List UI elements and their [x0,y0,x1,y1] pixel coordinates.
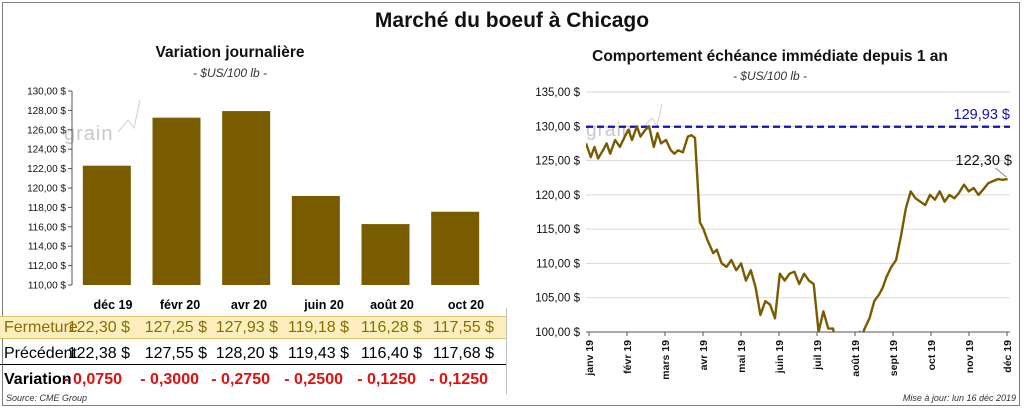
row-label: Précédent [4,345,77,362]
category-label: avr 20 [230,298,268,312]
row-label: Variation [4,371,72,388]
bar [431,211,480,285]
y-tick-label: 105,00 $ [535,293,580,305]
x-tick-label: août 19 [850,340,862,377]
last-value-label: 122,30 $ [956,153,1012,169]
line-chart: 135,00 $ 130,00 $ 125,00 $ 120,00 $ 115,00 $… [535,87,1014,380]
x-tick-label: juil 19 [812,340,824,371]
line-chart-title: Comportement échéance immédiate depuis 1… [592,48,948,65]
table-row-fermeture: Fermeture 122,30 $ 127,25 $ 127,93 $ 119… [0,316,506,339]
table-cell: 119,43 $ [287,345,349,362]
update-note: Mise à jour: lun 16 déc 2019 [902,393,1016,403]
line-chart-subtitle: - $US/100 lb - [732,69,808,83]
category-label: août 20 [370,298,414,312]
bar-chart: grain 130,00 $ 128,00 $ 126,00 $ 124,00 $ 122… [27,87,480,292]
table-cell: 128,20 $ [215,345,278,362]
table-cell: - 0,1250 [429,371,488,388]
y-tick-label: 112,00 $ [28,261,67,272]
x-tick-label: janv 19 [584,340,596,377]
x-tick-label: févr 19 [622,340,634,374]
watermark-text: grain [64,123,113,145]
y-tick-label: 110,00 $ [536,258,581,270]
table-cell: - 0,2750 [211,371,270,388]
bar [82,165,131,285]
table-cell: - 0,3000 [140,371,199,388]
x-tick-label: mai 19 [736,340,748,373]
y-tick-label: 126,00 $ [27,125,66,136]
x-tick-label: juin 19 [774,340,786,374]
x-tick-label: déc 19 [1002,340,1014,373]
bar-chart-title: Variation journalière [155,44,305,61]
y-tick-label: 128,00 $ [27,106,66,117]
y-tick-label: 130,00 $ [535,121,580,133]
y-tick-label: 122,00 $ [27,164,66,175]
y-tick-label: 120,00 $ [535,190,580,202]
x-tick-label: oct 19 [926,340,938,371]
watermark-icon [117,99,141,133]
table-cell: 122,38 $ [67,345,130,362]
table-cell: 116,28 $ [360,319,422,336]
page-title: Marché du boeuf à Chicago [374,9,650,32]
table-cell: 122,30 $ [67,319,130,336]
y-tick-label: 120,00 $ [27,184,66,195]
x-tick-label: avr 19 [698,340,710,371]
category-label: juin 20 [304,298,344,312]
reference-label: 129,93 $ [954,107,1010,123]
bar-chart-subtitle: - $US/100 lb - [192,66,268,80]
category-label: oct 20 [447,298,485,312]
table-cell: - 0,2500 [284,371,343,388]
y-tick-label: 100,00 $ [535,327,580,339]
x-tick-label: mars 19 [660,340,672,380]
panel-separator [506,308,507,394]
table-cell: - 0,1250 [357,371,416,388]
bar [222,111,271,285]
table-cell: 127,25 $ [144,319,207,336]
x-tick-label: sept 19 [888,340,900,376]
table-cell: 117,68 $ [432,345,494,362]
y-tick-label: 115,00 $ [536,224,581,236]
bar [291,195,340,285]
price-line [586,125,1008,332]
watermark-icon [641,103,663,129]
bar [361,224,410,285]
x-tick-label: nov 19 [964,340,976,373]
table-row-precedent: Précédent 122,38 $ 127,55 $ 128,20 $ 119… [0,343,506,365]
table-cell: 119,18 $ [287,319,349,336]
y-tick-label: 110,00 $ [28,281,67,292]
last-value-leader [995,167,1007,178]
y-tick-label: 114,00 $ [28,242,67,253]
table-cell: 127,93 $ [215,319,278,336]
source-note: Source: CME Group [6,393,88,403]
watermark-text: grain [586,120,633,141]
row-label: Fermeture [4,319,78,336]
y-tick-label: 135,00 $ [535,87,580,99]
y-tick-label: 130,00 $ [27,87,66,98]
category-label: févr 20 [159,298,201,312]
table-cell: 117,55 $ [432,319,494,336]
y-tick-label: 124,00 $ [27,145,66,156]
y-tick-label: 118,00 $ [28,203,67,214]
y-tick-label: 125,00 $ [535,156,580,168]
category-label: déc 19 [93,298,133,312]
table-cell: 127,55 $ [144,345,207,362]
table-cell: - 0,0750 [63,371,122,388]
table-row-variation: Variation - 0,0750 - 0,3000 - 0,2750 - 0… [0,369,506,390]
bar [152,117,201,285]
y-tick-label: 116,00 $ [28,222,67,233]
table-cell: 116,40 $ [360,345,422,362]
